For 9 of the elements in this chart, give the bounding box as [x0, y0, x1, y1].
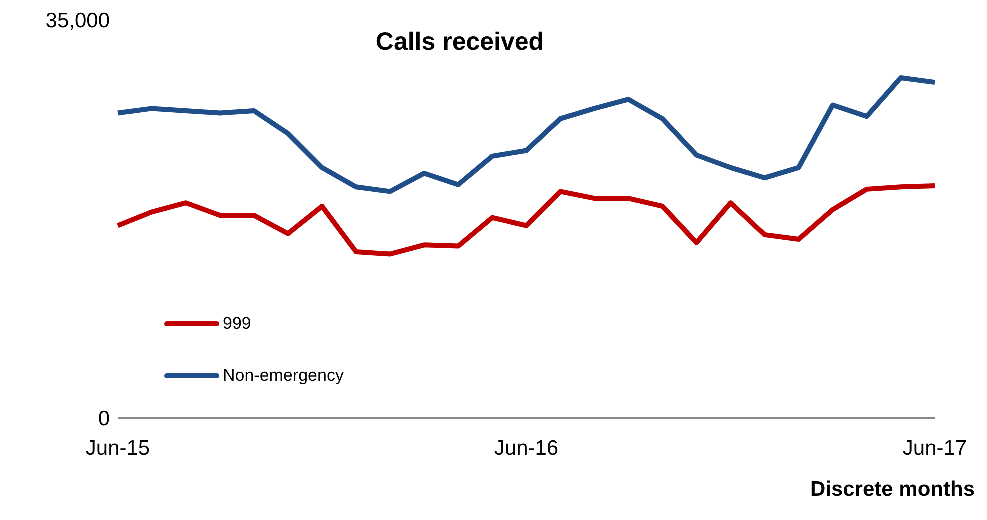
x-tick-label: Jun-16	[494, 436, 559, 460]
legend-label: Non-emergency	[223, 366, 344, 386]
x-tick-label: Jun-15	[86, 436, 150, 460]
x-tick-label: Jun-17	[902, 436, 968, 460]
y-tick-label: 0	[98, 407, 110, 430]
y-tick-label: 35,000	[46, 9, 110, 32]
chart-title: Calls received	[376, 28, 544, 56]
legend-label: 999	[223, 314, 252, 334]
x-axis-title: Discrete months	[810, 478, 975, 502]
